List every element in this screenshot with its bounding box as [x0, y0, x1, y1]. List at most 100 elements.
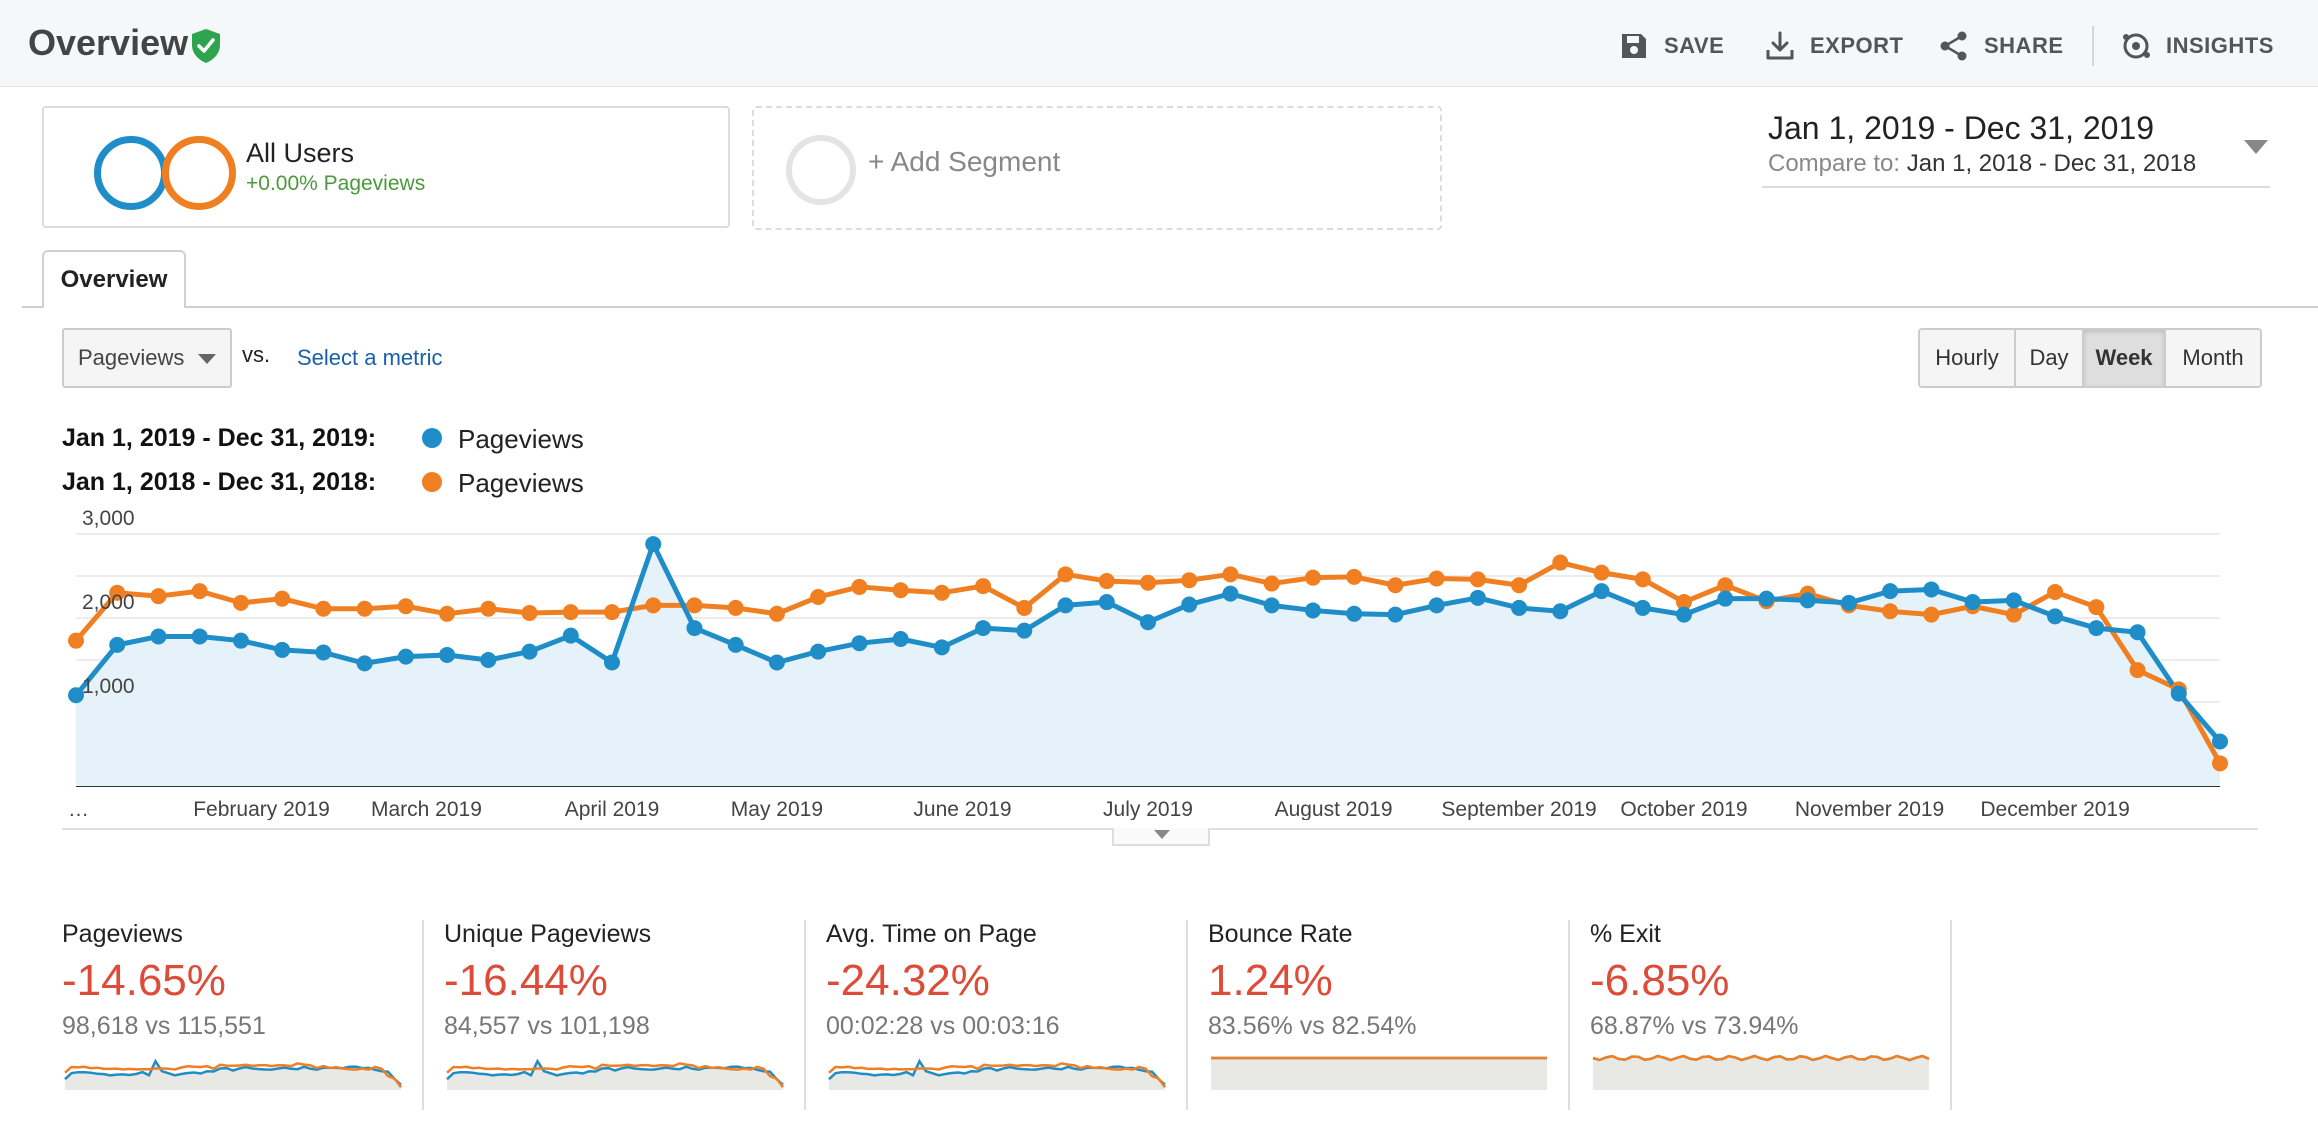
date-range-main[interactable]: Jan 1, 2019 - Dec 31, 2019	[1768, 110, 2155, 146]
scorecard[interactable]: Avg. Time on Page -24.32% 00:02:28 vs 00:0…	[826, 920, 1206, 1110]
tab-overview[interactable]: Overview	[42, 250, 186, 308]
current-series-point	[1964, 594, 1981, 611]
current-series-point	[562, 627, 579, 644]
scorecard-change: -24.32%	[826, 956, 990, 1005]
segment-all-users[interactable]: All Users +0.00% Pageviews	[42, 106, 730, 228]
sparkline-area	[1593, 1056, 1929, 1090]
current-series-point	[150, 628, 167, 645]
save-button[interactable]: SAVE	[1618, 28, 1724, 64]
page-title: Overview	[28, 22, 189, 63]
save-icon	[1622, 34, 1646, 58]
chart-collapse-toggle[interactable]	[1112, 828, 1210, 846]
segment-name: All Users	[246, 138, 355, 168]
x-tick-label: July 2019	[1103, 798, 1193, 820]
previous-series-point	[1346, 568, 1363, 585]
sparkline-previous	[446, 1062, 785, 1089]
scorecard-title: % Exit	[1590, 920, 1661, 948]
current-series-point	[2005, 592, 2022, 609]
x-tick-label: October 2019	[1620, 798, 1747, 820]
metric-select[interactable]: Pageviews	[62, 328, 232, 388]
legend-current-range: Jan 1, 2019 - Dec 31, 2019:	[62, 424, 377, 452]
current-series-point	[1016, 622, 1033, 639]
previous-series-point	[562, 604, 579, 621]
previous-series-point	[1263, 575, 1280, 592]
scorecard[interactable]: Unique Pageviews -16.44% 84,557 vs 101,198	[444, 920, 824, 1110]
scorecard-divider	[1186, 920, 1188, 1110]
current-series-point	[810, 643, 827, 660]
current-series-point	[1593, 583, 1610, 600]
insights-button[interactable]: INSIGHTS	[2120, 28, 2274, 64]
date-range-underline	[1762, 186, 2270, 188]
share-button[interactable]: SHARE	[1938, 28, 2064, 64]
granularity-week-button[interactable]: Week	[2084, 330, 2166, 386]
scorecard-sparkline	[64, 1058, 403, 1090]
date-range-compare[interactable]: Compare to: Jan 1, 2018 - Dec 31, 2018	[1768, 150, 2196, 178]
previous-series-point	[768, 605, 785, 622]
x-tick-label: September 2019	[1441, 798, 1596, 820]
previous-series-point	[727, 599, 744, 616]
current-series-point	[851, 635, 868, 652]
scorecard[interactable]: Pageviews -14.65% 98,618 vs 115,551	[62, 920, 442, 1110]
select-metric-link[interactable]: Select a metric	[297, 345, 443, 370]
header-bar: Overview SAVE EXPORT SHARE	[0, 0, 2318, 87]
previous-series-point	[851, 578, 868, 595]
previous-series-point	[439, 605, 456, 622]
scorecard-title: Unique Pageviews	[444, 920, 652, 948]
scorecard-sparkline	[1592, 1054, 1930, 1090]
current-series-point	[1799, 592, 1816, 609]
scorecard-sparkline	[446, 1058, 785, 1090]
current-series-point	[1758, 590, 1775, 607]
current-series-point	[2088, 620, 2105, 637]
scorecard[interactable]: Bounce Rate 1.24% 83.56% vs 82.54%	[1208, 920, 1588, 1110]
previous-series-point	[1222, 566, 1239, 583]
x-tick-label: …	[68, 798, 89, 820]
current-series-point	[68, 687, 84, 704]
current-series-point	[1634, 599, 1651, 616]
previous-series-point	[892, 582, 909, 599]
granularity-day-button[interactable]: Day	[2016, 330, 2084, 386]
header-divider	[2092, 26, 2094, 66]
previous-series-point	[1634, 571, 1651, 588]
current-series-point	[1140, 614, 1156, 631]
legend-current-dot	[422, 428, 442, 448]
add-segment-button[interactable]: + Add Segment	[752, 106, 1442, 230]
current-series-point	[521, 643, 538, 660]
add-segment-circle	[786, 135, 856, 205]
x-tick-label: December 2019	[1980, 798, 2129, 820]
chevron-down-icon	[198, 354, 216, 364]
scorecard-compare: 84,557 vs 101,198	[444, 1012, 650, 1040]
scorecard-title: Avg. Time on Page	[826, 920, 1037, 948]
previous-series-point	[1552, 554, 1569, 571]
x-tick-label: November 2019	[1795, 798, 1944, 820]
y-tick-label: 3,000	[82, 507, 135, 530]
granularity-hourly-button[interactable]: Hourly	[1920, 330, 2016, 386]
previous-series-point	[1593, 564, 1610, 581]
previous-series-point	[1923, 606, 1940, 623]
scorecard[interactable]: % Exit -6.85% 68.87% vs 73.94%	[1590, 920, 1970, 1110]
x-tick-label: April 2019	[565, 798, 660, 820]
previous-series-point	[810, 589, 827, 605]
compare-prefix: Compare to:	[1768, 150, 1901, 177]
granularity-month-button[interactable]: Month	[2166, 330, 2260, 386]
export-button[interactable]: EXPORT	[1764, 28, 1903, 64]
pageviews-line-chart[interactable]: 1,000 2,000 3,000 … February 2019 March 2019 A…	[0, 500, 2318, 820]
previous-series-point	[150, 588, 167, 605]
current-series-point	[1181, 596, 1198, 613]
previous-series-point	[2005, 606, 2022, 623]
previous-series-point	[1511, 577, 1528, 594]
scorecard-compare: 68.87% vs 73.94%	[1590, 1012, 1799, 1040]
current-series-point	[2047, 608, 2064, 625]
sparkline-area	[829, 1061, 1165, 1090]
previous-series-point	[232, 594, 249, 611]
current-series-point	[1222, 585, 1239, 602]
sparkline-previous	[64, 1062, 403, 1089]
current-series-point	[1346, 605, 1363, 622]
current-series-point	[1387, 606, 1404, 623]
current-series-point	[892, 631, 909, 647]
export-label: EXPORT	[1810, 33, 1904, 58]
share-icon	[1940, 31, 1967, 61]
previous-series-point	[1140, 574, 1156, 591]
date-range-dropdown-icon[interactable]	[2244, 140, 2268, 154]
current-series-point	[2212, 733, 2228, 750]
current-series-point	[1840, 594, 1857, 611]
